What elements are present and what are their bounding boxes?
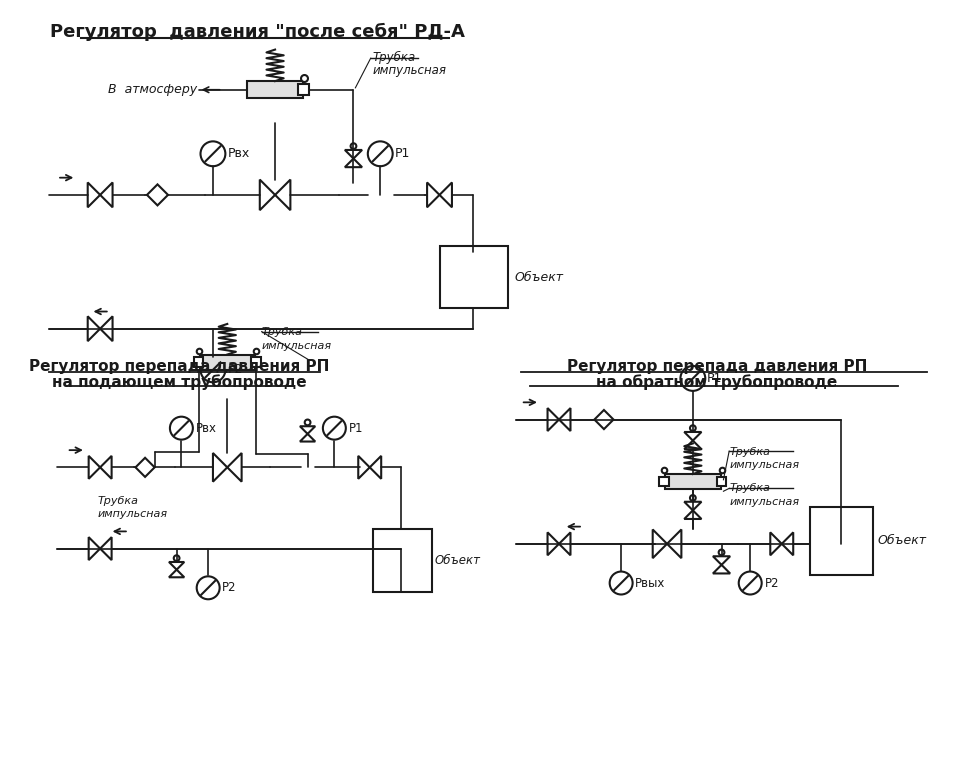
Bar: [247, 81, 303, 99]
Text: Трубка: Трубка: [729, 483, 770, 494]
Text: на обратном трубопроводе: на обратном трубопроводе: [596, 375, 837, 390]
Text: P2: P2: [764, 577, 779, 590]
Text: Рвх: Рвх: [227, 147, 249, 161]
Bar: [373, 529, 432, 591]
Text: Регулятор перепада давления РП: Регулятор перепада давления РП: [30, 359, 330, 374]
Text: Регулятор перепада давления РП: Регулятор перепада давления РП: [566, 359, 867, 374]
Text: В  атмосферу: В атмосферу: [107, 83, 196, 96]
Text: импульсная: импульсная: [729, 497, 799, 507]
Text: Трубка: Трубка: [373, 51, 416, 64]
Bar: [659, 477, 669, 487]
Bar: [298, 84, 309, 95]
Bar: [199, 355, 255, 370]
Text: Объект: Объект: [878, 535, 926, 547]
Text: на подающем трубопроводе: на подающем трубопроводе: [52, 375, 307, 390]
Bar: [810, 507, 873, 575]
Text: Трубка: Трубка: [729, 447, 770, 457]
Text: Рвых: Рвых: [634, 577, 665, 590]
Bar: [717, 477, 726, 487]
Text: P2: P2: [227, 363, 242, 376]
Text: импульсная: импульсная: [262, 341, 331, 351]
Text: P1: P1: [395, 147, 410, 161]
Text: P1: P1: [707, 372, 722, 385]
Text: импульсная: импульсная: [729, 460, 799, 470]
Text: P2: P2: [221, 581, 236, 594]
Text: Рвх: Рвх: [195, 421, 217, 435]
Bar: [194, 358, 203, 367]
Text: импульсная: импульсная: [373, 64, 446, 78]
Text: Трубка: Трубка: [262, 327, 303, 338]
Bar: [251, 358, 261, 367]
Text: Регулятор  давления "после себя" РД-А: Регулятор давления "после себя" РД-А: [51, 23, 466, 41]
Bar: [440, 245, 509, 308]
Text: Объект: Объект: [514, 271, 563, 283]
Text: импульсная: импульсная: [98, 509, 168, 519]
Text: Объект: Объект: [435, 553, 481, 566]
Text: P1: P1: [349, 421, 363, 435]
Text: Трубка: Трубка: [98, 496, 138, 506]
Bar: [665, 474, 720, 490]
